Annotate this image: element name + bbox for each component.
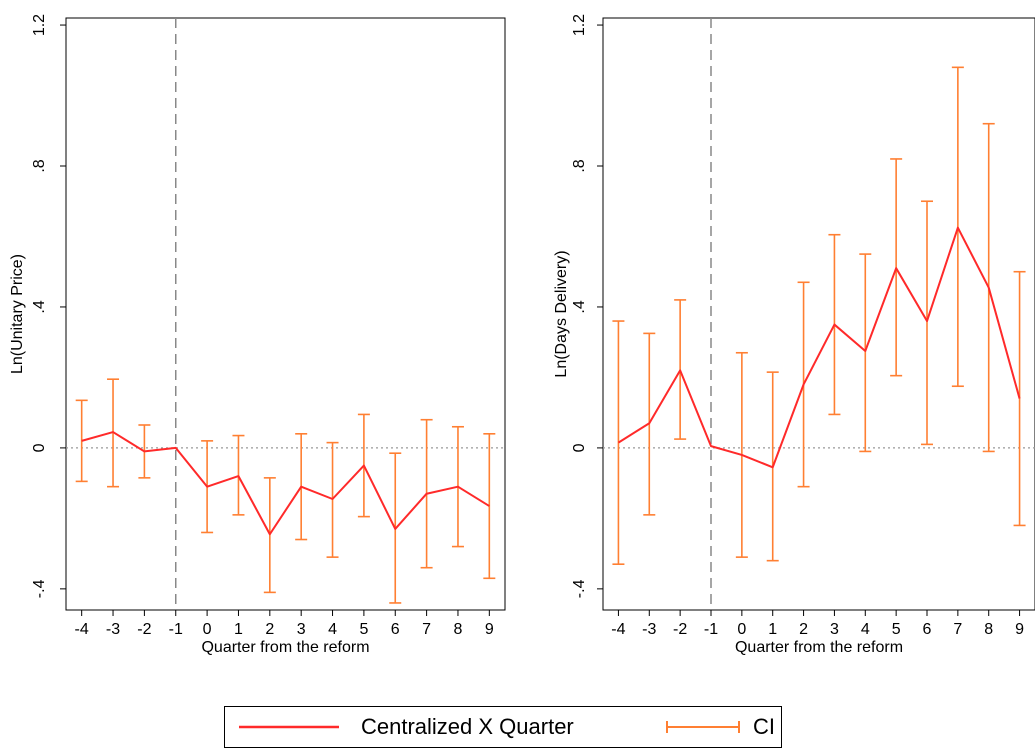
x-axis-title: Quarter from the reform [201,639,369,656]
x-tick-label: 2 [265,621,274,638]
y-tick-label: .8 [571,159,588,172]
x-tick-label: 0 [737,621,746,638]
x-tick-label: 8 [984,621,993,638]
x-tick-label: -4 [75,621,89,638]
x-tick-label: 8 [454,621,463,638]
marks [75,378,496,604]
y-tick-label: 1.2 [571,14,588,36]
x-tick-label: -2 [673,621,687,638]
ci-bar [921,200,933,446]
estimate-line [81,431,490,536]
ci-bar [859,253,872,453]
legend-item-estimate: Centralized X Quarter [235,707,574,747]
x-tick-label: 6 [391,621,400,638]
x-tick-label: -2 [137,621,151,638]
y-tick-label: -.4 [31,579,48,598]
legend-label-ci: CI [753,714,775,739]
x-tick-label: 6 [923,621,932,638]
estimate-line [617,226,1021,469]
y-tick-label: 1.2 [31,14,48,36]
x-tick-label: 3 [830,621,839,638]
x-tick-label: 9 [485,621,494,638]
legend-swatch-estimate [239,725,339,729]
legend: Centralized X Quarter CI [224,706,782,748]
x-tick-label: -3 [106,621,120,638]
x-tick-label: -1 [169,621,183,638]
x-tick-label: -1 [704,621,718,638]
x-tick-label: 5 [359,621,368,638]
y-tick-label: 0 [571,443,588,452]
chart-panel-2: -.4 0 .4 .8 1.2 -4 -3 -2 -1 0 1 2 3 4 5 6 7 8 9 Quarter fro… [553,14,1035,656]
x-tick-label: 4 [861,621,870,638]
x-tick-label: 2 [799,621,808,638]
x-axis-title: Quarter from the reform [735,639,903,656]
y-tick-label: .4 [571,300,588,313]
legend-swatch-ci [666,721,740,733]
x-tick-label: 0 [203,621,212,638]
plot-frame [602,17,1035,611]
x-tick-label: 7 [953,621,962,638]
x-tick-label: 4 [328,621,337,638]
legend-label-estimate: Centralized X Quarter [361,714,574,739]
x-tick-label: 1 [234,621,243,638]
marks [612,66,1026,565]
y-tick-label: 0 [31,443,48,452]
y-tick-label: .8 [31,159,48,172]
x-tick-label: 9 [1015,621,1024,638]
chart-panel-1: -.4 0 .4 .8 1.2 -4 -3 -2 -1 0 1 2 3 4 5 6 7 8 9 Quarter fro… [9,14,506,656]
y-axis-title: Ln(Days Delivery) [553,250,570,377]
x-tick-label: 5 [892,621,901,638]
plot-frame [65,17,506,611]
y-axis-title: Ln(Unitary Price) [9,254,26,374]
legend-item-ci: CI [663,707,775,747]
x-tick-label: 3 [297,621,306,638]
y-tick-label: .4 [31,300,48,313]
y-tick-label: -.4 [571,579,588,598]
x-tick-label: -4 [611,621,625,638]
x-tick-label: -3 [642,621,656,638]
x-tick-label: 1 [768,621,777,638]
x-tick-label: 7 [422,621,431,638]
